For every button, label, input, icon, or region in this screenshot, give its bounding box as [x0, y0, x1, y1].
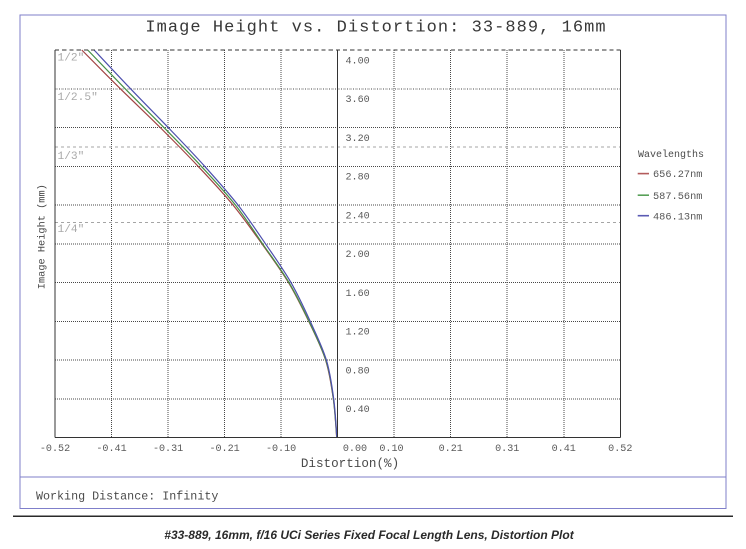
svg-text:0.00: 0.00 — [343, 444, 367, 455]
svg-text:2.80: 2.80 — [346, 173, 370, 184]
svg-text:3.20: 3.20 — [346, 134, 370, 145]
svg-text:2.40: 2.40 — [346, 211, 370, 222]
svg-text:-0.10: -0.10 — [266, 444, 296, 455]
svg-text:1/2.5": 1/2.5" — [58, 92, 98, 104]
svg-text:2.00: 2.00 — [346, 250, 370, 261]
svg-text:587.56nm: 587.56nm — [653, 191, 702, 203]
svg-text:0.21: 0.21 — [439, 444, 463, 455]
svg-text:0.80: 0.80 — [346, 366, 370, 377]
svg-text:4.00: 4.00 — [346, 56, 370, 67]
svg-text:0.31: 0.31 — [495, 444, 519, 455]
svg-text:Image Height vs. Distortion: 3: Image Height vs. Distortion: 33-889, 16m… — [145, 18, 606, 37]
svg-text:0.40: 0.40 — [346, 405, 370, 416]
svg-text:656.27nm: 656.27nm — [653, 169, 702, 181]
svg-text:1/4": 1/4" — [58, 224, 85, 236]
svg-text:1/2": 1/2" — [58, 53, 85, 65]
svg-text:Distortion(%): Distortion(%) — [301, 457, 399, 471]
svg-text:0.10: 0.10 — [379, 444, 403, 455]
svg-text:0.41: 0.41 — [552, 444, 576, 455]
svg-text:-0.31: -0.31 — [153, 444, 183, 455]
svg-text:1.60: 1.60 — [346, 289, 370, 300]
svg-text:1.20: 1.20 — [346, 328, 370, 339]
svg-text:486.13nm: 486.13nm — [653, 211, 702, 223]
svg-text:Wavelengths: Wavelengths — [638, 149, 704, 161]
svg-text:Working Distance: Infinity: Working Distance: Infinity — [36, 490, 218, 504]
svg-text:0.52: 0.52 — [608, 444, 632, 455]
svg-text:-0.52: -0.52 — [40, 444, 70, 455]
svg-text:#33-889, 16mm, f/16 UCi Series: #33-889, 16mm, f/16 UCi Series Fixed Foc… — [164, 528, 574, 542]
svg-text:3.60: 3.60 — [346, 95, 370, 106]
svg-text:1/3": 1/3" — [58, 151, 85, 163]
svg-text:Image Height (mm): Image Height (mm) — [37, 184, 49, 289]
svg-text:-0.21: -0.21 — [209, 444, 239, 455]
svg-text:-0.41: -0.41 — [96, 444, 126, 455]
